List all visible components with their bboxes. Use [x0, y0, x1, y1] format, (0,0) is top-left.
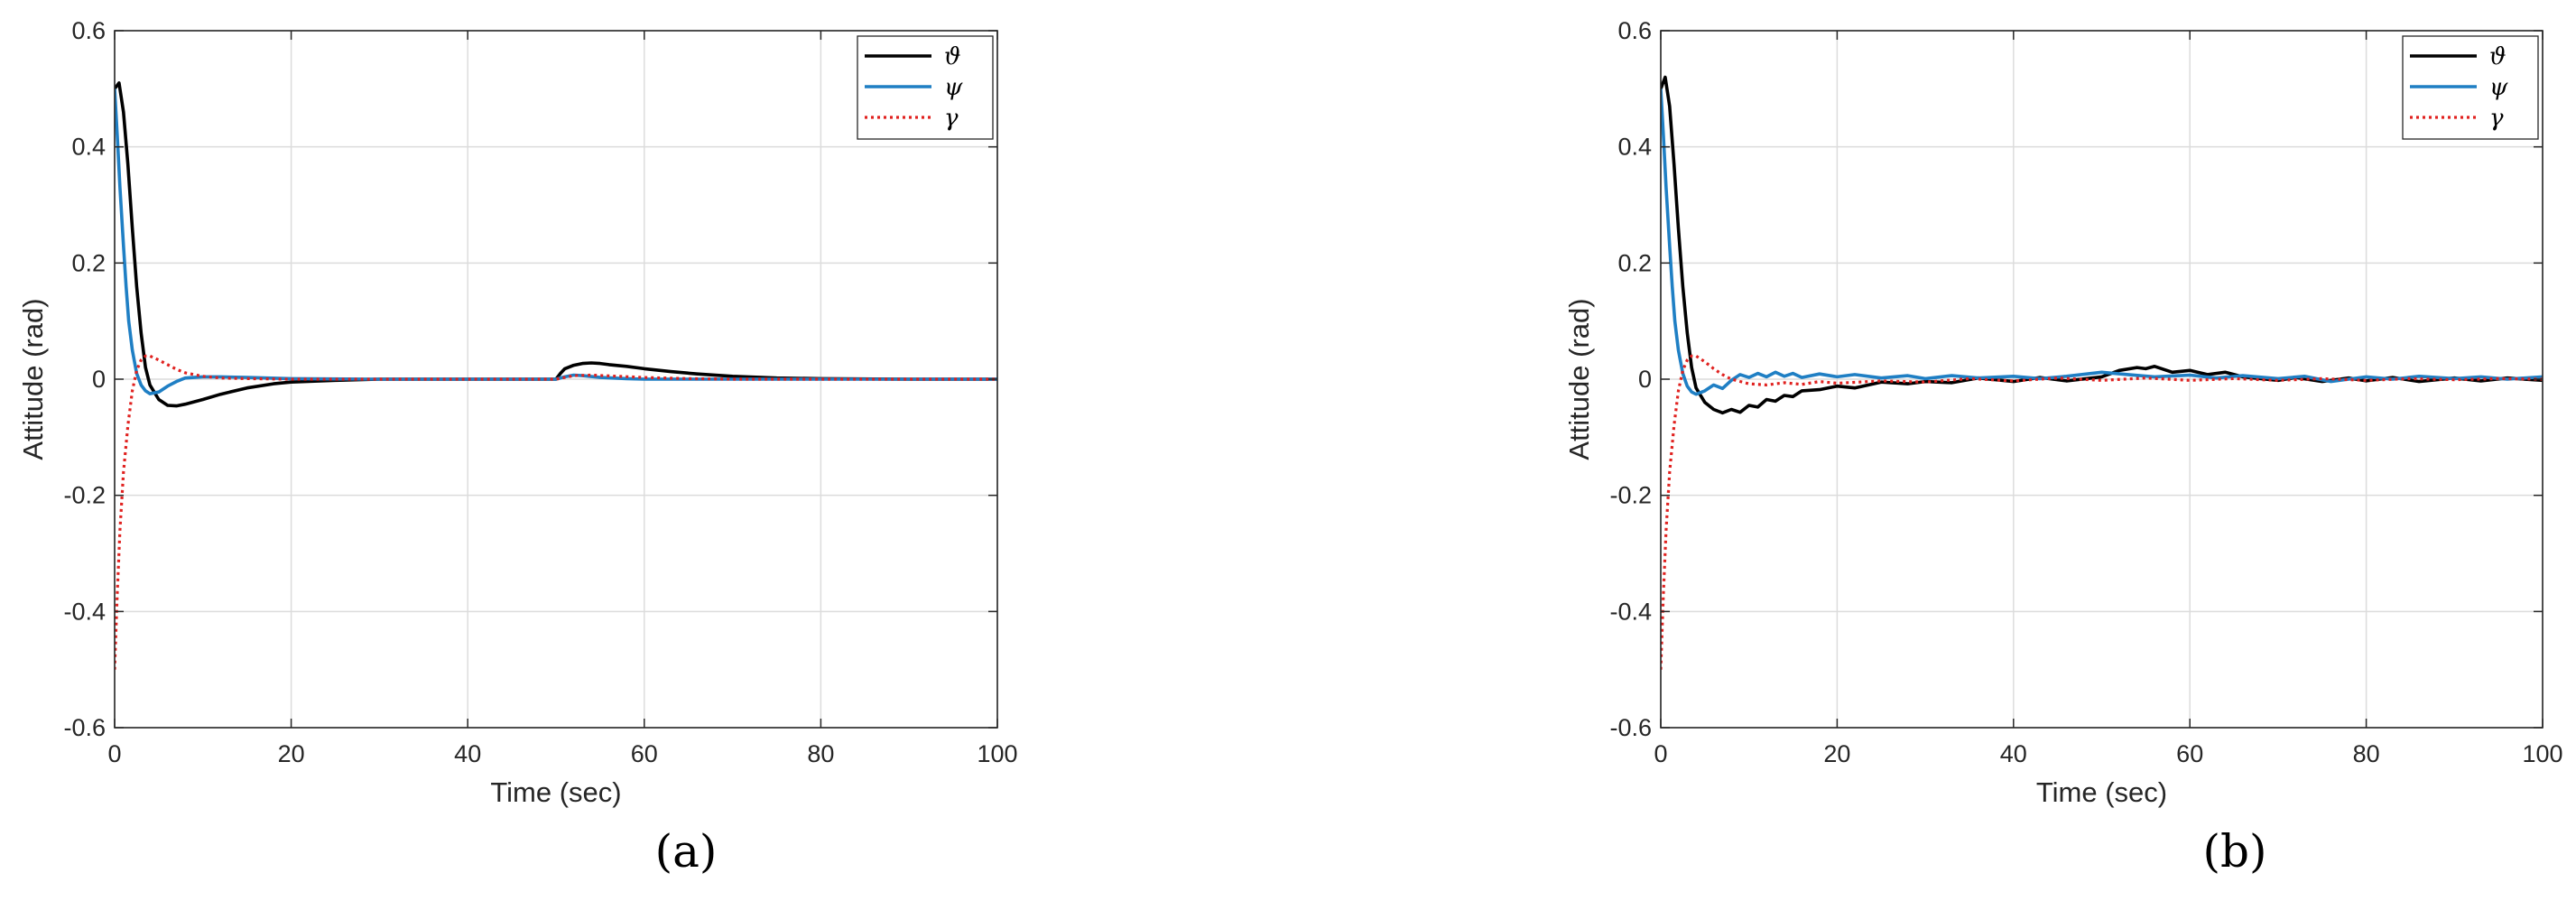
chart-panel-a: 0 20 40 60 80 100 -0.6 -0.4 -0.2 0 0.2 0.4 0.6 Time (…	[17, 17, 1018, 878]
y-tick-label: 0	[1638, 366, 1652, 393]
x-tick-label: 40	[454, 740, 481, 767]
legend-label-0: ϑ	[944, 43, 961, 70]
x-axis-label: Time (sec)	[490, 776, 621, 808]
y-tick-label: 0.2	[1617, 249, 1652, 276]
x-tick-label: 0	[1654, 740, 1667, 767]
x-tick-label: 100	[2522, 740, 2562, 767]
x-tick-label: 100	[977, 740, 1017, 767]
y-tick-label: -0.6	[1609, 714, 1652, 741]
panel-label: (b)	[2202, 825, 2266, 878]
x-tick-label: 80	[2353, 740, 2380, 767]
y-tick-label: -0.4	[63, 598, 106, 625]
y-tick-label: 0.4	[71, 134, 106, 161]
panel-label: (a)	[655, 825, 718, 878]
chart-panel-b: 0 20 40 60 80 100 -0.6 -0.4 -0.2 0 0.2 0.4 0.6 Time (…	[1563, 17, 2563, 878]
legend: ϑψγ	[2403, 36, 2538, 139]
y-tick-label: 0	[92, 366, 106, 393]
legend: ϑψγ	[857, 36, 993, 139]
legend-label-0: ϑ	[2489, 43, 2507, 70]
x-tick-label: 20	[1823, 740, 1850, 767]
x-axis-label: Time (sec)	[2036, 776, 2167, 808]
y-tick-label: 0.4	[1617, 134, 1652, 161]
x-tick-label: 60	[2176, 740, 2203, 767]
y-tick-label: 0.6	[1617, 17, 1652, 44]
x-tick-label: 40	[2000, 740, 2027, 767]
legend-label-1: ψ	[2489, 74, 2508, 101]
legend-label-2: γ	[944, 105, 959, 132]
x-tick-label: 80	[807, 740, 834, 767]
y-axis-label: Attitude (rad)	[1563, 298, 1595, 460]
x-tick-label: 60	[631, 740, 658, 767]
y-tick-label: -0.2	[63, 482, 106, 509]
x-tick-label: 20	[278, 740, 305, 767]
y-tick-label: -0.6	[63, 714, 106, 741]
y-tick-label: 0.2	[71, 249, 106, 276]
legend-label-2: γ	[2489, 105, 2504, 132]
x-tick-label: 0	[107, 740, 121, 767]
y-tick-label: 0.6	[71, 17, 106, 44]
legend-label-1: ψ	[944, 74, 963, 101]
y-tick-label: -0.4	[1609, 598, 1652, 625]
y-axis-label: Attitude (rad)	[17, 298, 49, 460]
y-tick-label: -0.2	[1609, 482, 1652, 509]
